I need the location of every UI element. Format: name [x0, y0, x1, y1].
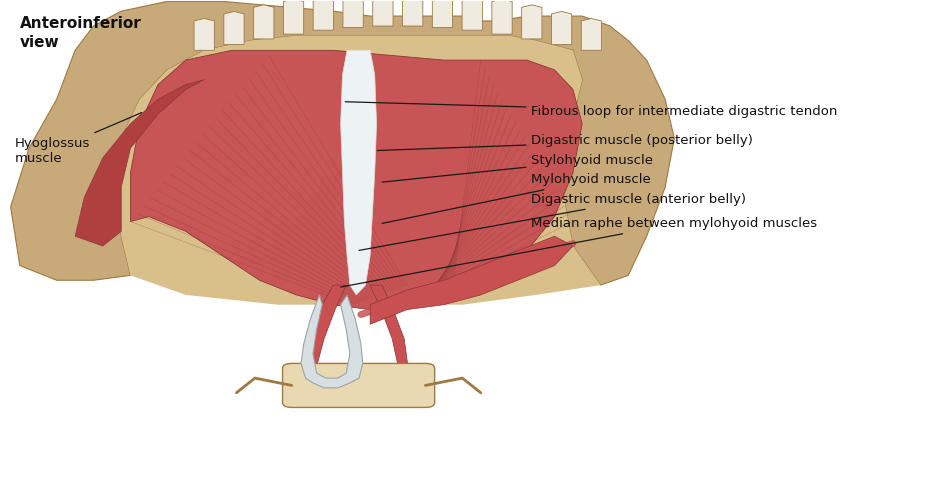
PathPatch shape [131, 50, 582, 309]
Text: Stylohyoid muscle: Stylohyoid muscle [382, 154, 654, 182]
PathPatch shape [341, 50, 377, 295]
PathPatch shape [521, 5, 542, 39]
PathPatch shape [306, 285, 346, 373]
PathPatch shape [112, 35, 601, 305]
PathPatch shape [343, 0, 363, 28]
PathPatch shape [301, 295, 363, 388]
PathPatch shape [403, 0, 423, 26]
PathPatch shape [370, 236, 573, 324]
PathPatch shape [254, 5, 274, 39]
PathPatch shape [582, 19, 602, 50]
PathPatch shape [313, 0, 333, 30]
PathPatch shape [10, 1, 674, 285]
Text: Digastric muscle (posterior belly): Digastric muscle (posterior belly) [378, 134, 754, 151]
Text: Fibrous loop for intermediate digastric tendon: Fibrous loop for intermediate digastric … [345, 102, 838, 118]
PathPatch shape [462, 0, 482, 30]
Text: Median raphe between mylohyoid muscles: Median raphe between mylohyoid muscles [341, 217, 818, 287]
Text: Anteroinferior
view: Anteroinferior view [19, 16, 142, 50]
Text: Hyoglossus
muscle: Hyoglossus muscle [15, 113, 142, 165]
PathPatch shape [194, 19, 214, 50]
PathPatch shape [373, 0, 393, 26]
PathPatch shape [75, 80, 205, 246]
PathPatch shape [224, 11, 244, 44]
FancyBboxPatch shape [282, 364, 434, 407]
Text: Digastric muscle (anterior belly): Digastric muscle (anterior belly) [359, 193, 746, 250]
PathPatch shape [492, 0, 512, 34]
PathPatch shape [552, 11, 571, 44]
PathPatch shape [432, 0, 453, 28]
Text: Mylohyoid muscle: Mylohyoid muscle [382, 174, 651, 223]
PathPatch shape [283, 0, 304, 34]
PathPatch shape [370, 285, 409, 373]
